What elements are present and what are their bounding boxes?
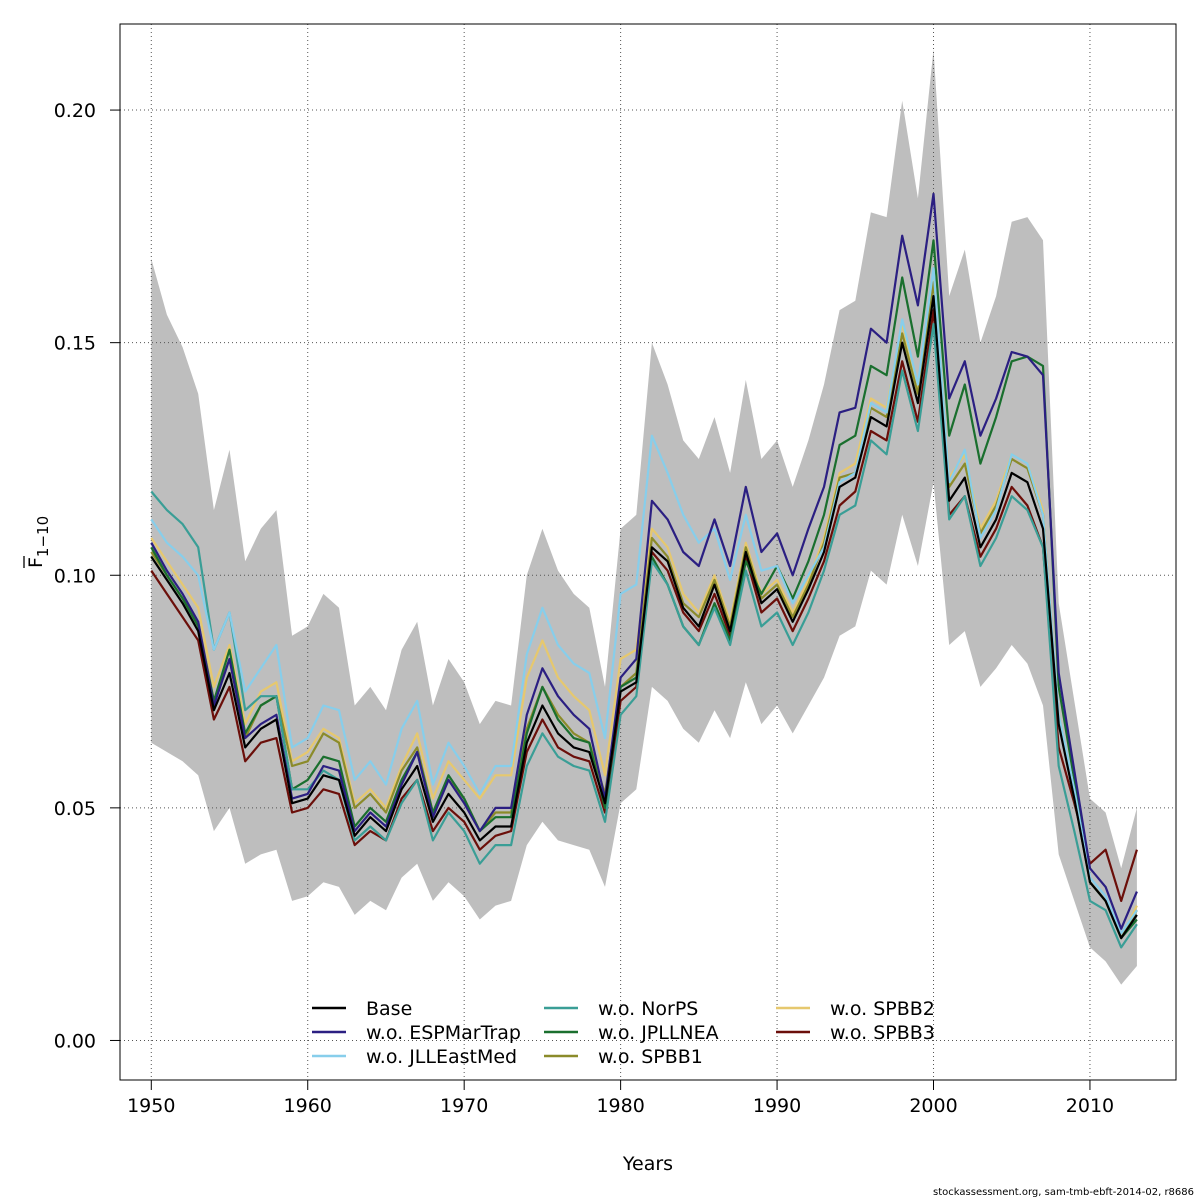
legend-label: w.o. ESPMarTrap <box>366 1022 521 1044</box>
legend-label: w.o. SPBB3 <box>830 1022 935 1044</box>
series-line-w-o-jlleastmed <box>150 267 1138 935</box>
x-tick-label: 2010 <box>1066 1095 1114 1117</box>
legend-label: w.o. SPBB1 <box>598 1046 703 1068</box>
x-tick-label: 1990 <box>753 1095 801 1117</box>
y-axis-title-subscript: 1−10 <box>34 516 52 557</box>
legend-label: w.o. JPLLNEA <box>598 1022 719 1044</box>
x-tick-label: 2000 <box>909 1095 957 1117</box>
x-axis: 1950 1960 1970 1980 1990 2000 2010 <box>127 1079 1114 1117</box>
legend-item: w.o. SPBB2 <box>776 998 935 1020</box>
y-axis-title-text: F1−10 <box>25 516 52 568</box>
legend-label: Base <box>366 998 412 1020</box>
x-axis-title: Years <box>622 1153 673 1175</box>
footer-caption: stockassessment.org, sam-tmb-ebft-2014-0… <box>933 1187 1194 1198</box>
x-tick-label: 1960 <box>284 1095 332 1117</box>
y-axis-title: F1−10 <box>23 516 52 568</box>
legend-item: Base <box>312 998 412 1020</box>
y-tick-label: 0.20 <box>54 100 96 122</box>
legend-item: w.o. ESPMarTrap <box>312 1022 521 1044</box>
legend-item: w.o. JLLEastMed <box>312 1046 517 1068</box>
legend-label: w.o. SPBB2 <box>830 998 935 1020</box>
series-line-w-o-espmartrap <box>150 192 1138 930</box>
x-tick-label: 1970 <box>440 1095 488 1117</box>
y-axis-title-main: F <box>25 557 47 568</box>
legend-item: w.o. SPBB3 <box>776 1022 935 1044</box>
y-tick-label: 0.00 <box>54 1030 96 1052</box>
y-axis: 0.00 0.05 0.10 0.15 0.20 <box>54 100 121 1052</box>
legend-item: w.o. NorPS <box>544 998 698 1020</box>
y-tick-label: 0.10 <box>54 565 96 587</box>
plot-area <box>119 23 1177 1081</box>
x-tick-label: 1950 <box>127 1095 175 1117</box>
series-lines <box>150 192 1138 949</box>
legend-label: w.o. JLLEastMed <box>366 1046 517 1068</box>
legend-label: w.o. NorPS <box>598 998 698 1020</box>
grid <box>120 24 1176 1080</box>
series-line-base <box>150 295 1138 940</box>
y-tick-label: 0.05 <box>54 798 96 820</box>
legend-item: w.o. SPBB1 <box>544 1046 703 1068</box>
legend-item: w.o. JPLLNEA <box>544 1022 719 1044</box>
y-tick-label: 0.15 <box>54 333 96 355</box>
x-tick-label: 1980 <box>596 1095 644 1117</box>
